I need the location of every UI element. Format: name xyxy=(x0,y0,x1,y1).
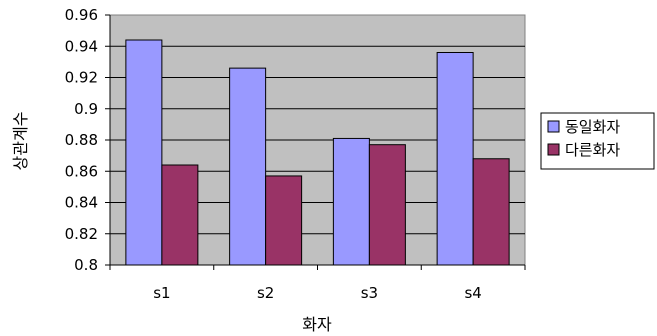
x-tick-label: s3 xyxy=(361,284,378,302)
y-tick-label: 0.88 xyxy=(65,131,98,149)
x-tick-label: s2 xyxy=(257,284,274,302)
bars xyxy=(125,39,510,266)
y-tick-label: 0.94 xyxy=(65,37,98,55)
y-axis-title: 상관계수 xyxy=(11,112,30,171)
y-tick-label: 0.9 xyxy=(74,100,98,118)
bar-same-speaker-s3 xyxy=(332,137,370,266)
bar-same-speaker-s4 xyxy=(436,52,474,266)
y-tick-label: 0.82 xyxy=(65,225,98,243)
y-axis: 0.8 0.82 0.84 0.86 0.88 0.9 0.92 0.94 0.96 xyxy=(65,6,111,274)
legend-label: 다른화자 xyxy=(565,141,620,159)
x-tick-label: s4 xyxy=(464,284,481,302)
y-tick-label: 0.96 xyxy=(65,6,98,24)
legend-box xyxy=(540,112,655,170)
legend-label: 동일화자 xyxy=(565,118,620,136)
bar-other-speaker-s2 xyxy=(265,175,303,266)
y-tick-label: 0.92 xyxy=(65,69,98,87)
y-tick-label: 0.8 xyxy=(74,256,98,274)
x-tick-label: s1 xyxy=(153,284,170,302)
y-tick-label: 0.86 xyxy=(65,162,98,180)
bar-other-speaker-s4 xyxy=(472,158,510,266)
legend-swatch xyxy=(547,120,560,133)
legend-swatch xyxy=(547,143,560,156)
x-axis: s1 s2 s3 s4 xyxy=(109,264,526,302)
bar-other-speaker-s1 xyxy=(161,164,199,266)
bar-same-speaker-s1 xyxy=(125,39,163,266)
y-tick-label: 0.84 xyxy=(65,194,98,212)
bar-same-speaker-s2 xyxy=(229,67,267,266)
bar-other-speaker-s3 xyxy=(368,144,406,266)
x-axis-title: 화자 xyxy=(302,315,332,334)
